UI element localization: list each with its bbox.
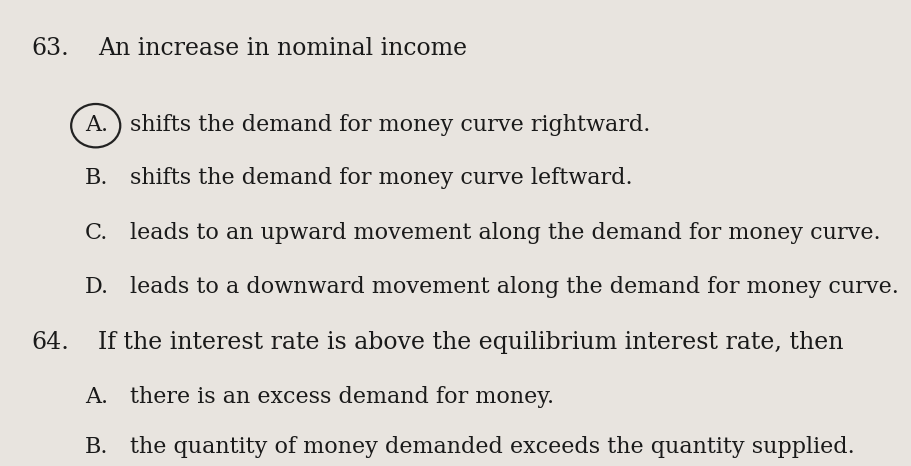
Text: An increase in nominal income: An increase in nominal income <box>98 37 467 60</box>
Text: 64.: 64. <box>31 331 69 354</box>
Text: 63.: 63. <box>31 37 69 60</box>
Text: shifts the demand for money curve leftward.: shifts the demand for money curve leftwa… <box>129 167 632 189</box>
Text: D.: D. <box>85 276 109 298</box>
Text: A.: A. <box>85 386 108 408</box>
Text: there is an excess demand for money.: there is an excess demand for money. <box>129 386 554 408</box>
Text: B.: B. <box>85 167 108 189</box>
Text: If the interest rate is above the equilibrium interest rate, then: If the interest rate is above the equili… <box>98 331 844 354</box>
Text: A.: A. <box>85 114 108 136</box>
Text: B.: B. <box>85 436 108 458</box>
Text: leads to a downward movement along the demand for money curve.: leads to a downward movement along the d… <box>129 276 898 298</box>
Text: shifts the demand for money curve rightward.: shifts the demand for money curve rightw… <box>129 114 650 136</box>
Text: the quantity of money demanded exceeds the quantity supplied.: the quantity of money demanded exceeds t… <box>129 436 855 458</box>
Text: leads to an upward movement along the demand for money curve.: leads to an upward movement along the de… <box>129 222 880 244</box>
Text: C.: C. <box>85 222 108 244</box>
